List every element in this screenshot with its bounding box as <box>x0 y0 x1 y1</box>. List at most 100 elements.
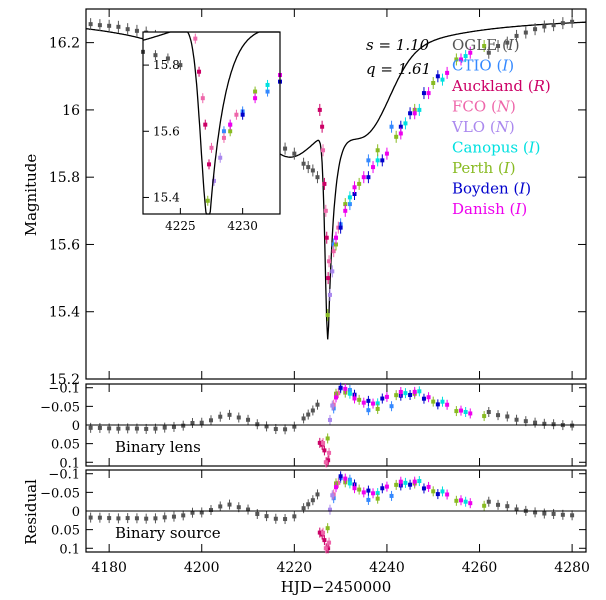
res2-point-fco <box>323 546 328 551</box>
model-parameter-q: q = 1.61 <box>366 60 431 78</box>
res2-ytick-label: −0.05 <box>40 486 80 501</box>
res1-point-vlo <box>330 403 335 408</box>
res1-point-canopus <box>440 399 445 404</box>
main-point-canopus <box>417 107 422 112</box>
main-point-danish <box>459 57 463 62</box>
main-point-danish <box>334 235 338 240</box>
main-point-auckland <box>322 181 327 186</box>
inset-point-danish <box>253 96 258 101</box>
x-tick-label: 4220 <box>277 560 313 576</box>
res2-point-danish <box>468 501 473 506</box>
main-point-ctio <box>389 124 394 129</box>
main-point-ogle <box>315 175 320 180</box>
res1-point-ctio <box>389 404 394 409</box>
res2-point-ogle <box>533 510 538 515</box>
legend-band: R <box>533 77 545 95</box>
residual-source-panel: 0.1 0.05 0 −0.05 −0.1 <box>40 468 586 557</box>
res1-point-ctio <box>366 408 371 413</box>
res2-point-perth <box>375 496 380 501</box>
main-point-danish <box>371 165 376 170</box>
inset-point-auckland <box>203 122 208 127</box>
res1-point-danish <box>468 411 473 416</box>
main-point-boyden <box>338 225 343 230</box>
res2-point-fco <box>336 480 341 485</box>
inset-ytick-label: 15.4 <box>153 190 180 204</box>
main-ytick-label: 16.2 <box>49 36 80 52</box>
res2-point-vlo <box>330 493 335 498</box>
res1-point-ogle <box>551 422 556 427</box>
res1-point-boyden <box>380 396 385 401</box>
res2-point-ogle <box>209 508 213 513</box>
res2-point-perth <box>454 498 459 503</box>
res1-point-danish <box>361 400 366 405</box>
main-point-ogle <box>107 23 112 28</box>
res2-point-ogle <box>125 516 130 521</box>
res2-point-fco <box>327 540 332 545</box>
main-point-canopus <box>440 77 445 82</box>
x-tick-label: 4240 <box>369 560 405 576</box>
res2-ytick-label: 0.05 <box>51 524 80 539</box>
inset-point-auckland <box>197 69 202 74</box>
legend-entry-ogle: OGLE (I) <box>452 36 520 54</box>
res2-point-ogle <box>134 516 139 521</box>
main-point-perth <box>357 181 362 186</box>
res1-point-ogle <box>523 419 528 424</box>
inset-point-auckland <box>207 162 212 167</box>
inset-point-perth <box>228 129 233 134</box>
legend: OGLE (I) CTIO (I) Auckland (R) FCO (N) VLO (… <box>451 36 551 218</box>
main-point-ogle <box>496 44 501 48</box>
main-point-ctio <box>347 202 352 207</box>
res1-point-ogle <box>306 412 311 417</box>
res1-point-canopus <box>403 391 408 396</box>
res2-point-ogle <box>283 517 288 522</box>
legend-paren: ) <box>510 98 516 116</box>
legend-paren: ) <box>535 139 541 157</box>
inset-point-fco <box>193 36 198 41</box>
inset-xtick-label: 4225 <box>165 219 196 233</box>
res2-ytick-label: −0.1 <box>48 468 80 483</box>
res1-point-ogle <box>542 421 547 426</box>
res2-point-canopus <box>375 491 380 496</box>
res2-point-fco <box>321 530 326 535</box>
main-point-ogle <box>292 151 297 156</box>
main-point-ogle <box>97 23 102 28</box>
main-point-ogle <box>283 146 288 151</box>
res2-point-ogle <box>181 513 186 518</box>
res2-point-ogle <box>310 498 315 503</box>
res2-point-boyden <box>366 488 371 493</box>
main-point-auckland <box>317 107 322 112</box>
res1-point-canopus <box>463 409 468 414</box>
legend-band: I <box>528 139 536 157</box>
legend-paren: ) <box>525 180 531 198</box>
res1-point-ogle <box>97 425 102 430</box>
res1-point-canopus <box>347 391 352 396</box>
res2-point-ogle <box>227 502 232 507</box>
res2-point-danish <box>412 479 417 484</box>
legend-paren: ) <box>509 118 515 136</box>
res1-point-ogle <box>116 426 121 431</box>
residual-lens-panel: 0.1 0.05 0 −0.05 −0.1 <box>40 382 586 471</box>
res1-point-danish <box>343 386 348 391</box>
inset-point-ogle <box>153 53 158 58</box>
res2-point-canopus <box>440 489 445 494</box>
main-point-boyden <box>435 74 440 79</box>
res2-point-perth <box>394 482 399 487</box>
res2-point-auckland <box>326 546 331 551</box>
main-point-boyden <box>380 158 385 163</box>
x-tick-label: 4200 <box>184 560 220 576</box>
res2-point-ogle <box>107 516 112 521</box>
main-point-fco <box>327 259 332 264</box>
res2-point-ogle <box>218 504 223 509</box>
main-panel-frame <box>85 8 587 380</box>
main-point-fco <box>323 208 328 213</box>
main-point-perth <box>394 134 399 139</box>
main-point-ogle <box>560 21 565 26</box>
res1-point-ogle <box>505 414 510 419</box>
res2-point-ogle <box>560 512 565 517</box>
res2-point-boyden <box>421 486 426 491</box>
res2-point-perth <box>357 487 362 492</box>
res1-point-ogle <box>283 427 288 432</box>
main-ytick-label: 16 <box>62 103 80 119</box>
inset-point-fco <box>200 96 205 101</box>
inset-point-danish <box>228 122 233 127</box>
